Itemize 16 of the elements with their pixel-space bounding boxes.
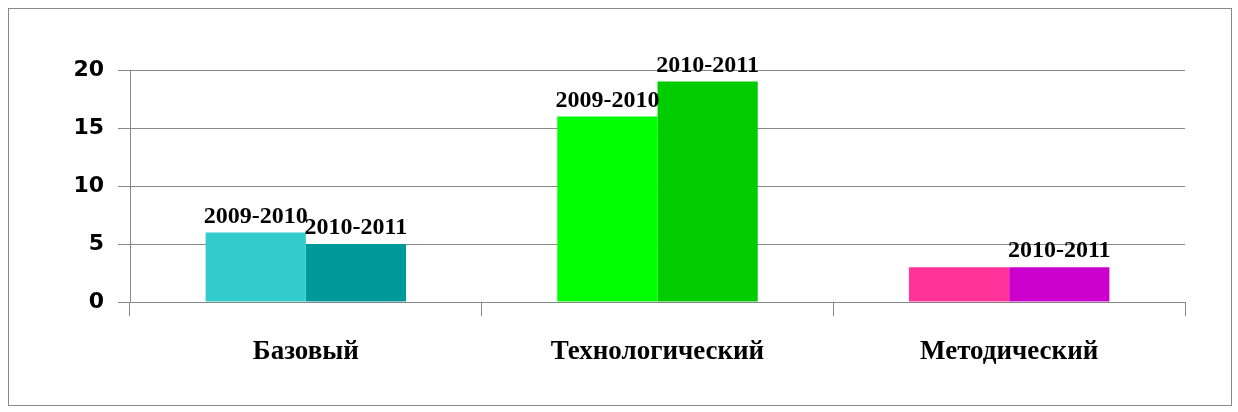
y-tick-label: 0: [88, 287, 104, 313]
bar: [557, 116, 658, 302]
bar: [205, 232, 306, 302]
data-label: 2010-2011: [1007, 236, 1111, 263]
y-tick-label: 20: [73, 55, 104, 81]
bar: [657, 81, 758, 302]
y-tick-label: 15: [73, 113, 104, 139]
bar: [305, 244, 407, 302]
bar: [1009, 267, 1110, 302]
bar: [908, 267, 1010, 302]
x-tick-label: Базовый: [252, 335, 359, 366]
x-tick-label: Технологический: [550, 335, 765, 366]
data-label: 2010-2011: [656, 50, 759, 77]
y-tick-label: 10: [73, 171, 104, 197]
x-tick-label: Методический: [920, 335, 1099, 366]
y-tick-label: 5: [88, 229, 104, 255]
